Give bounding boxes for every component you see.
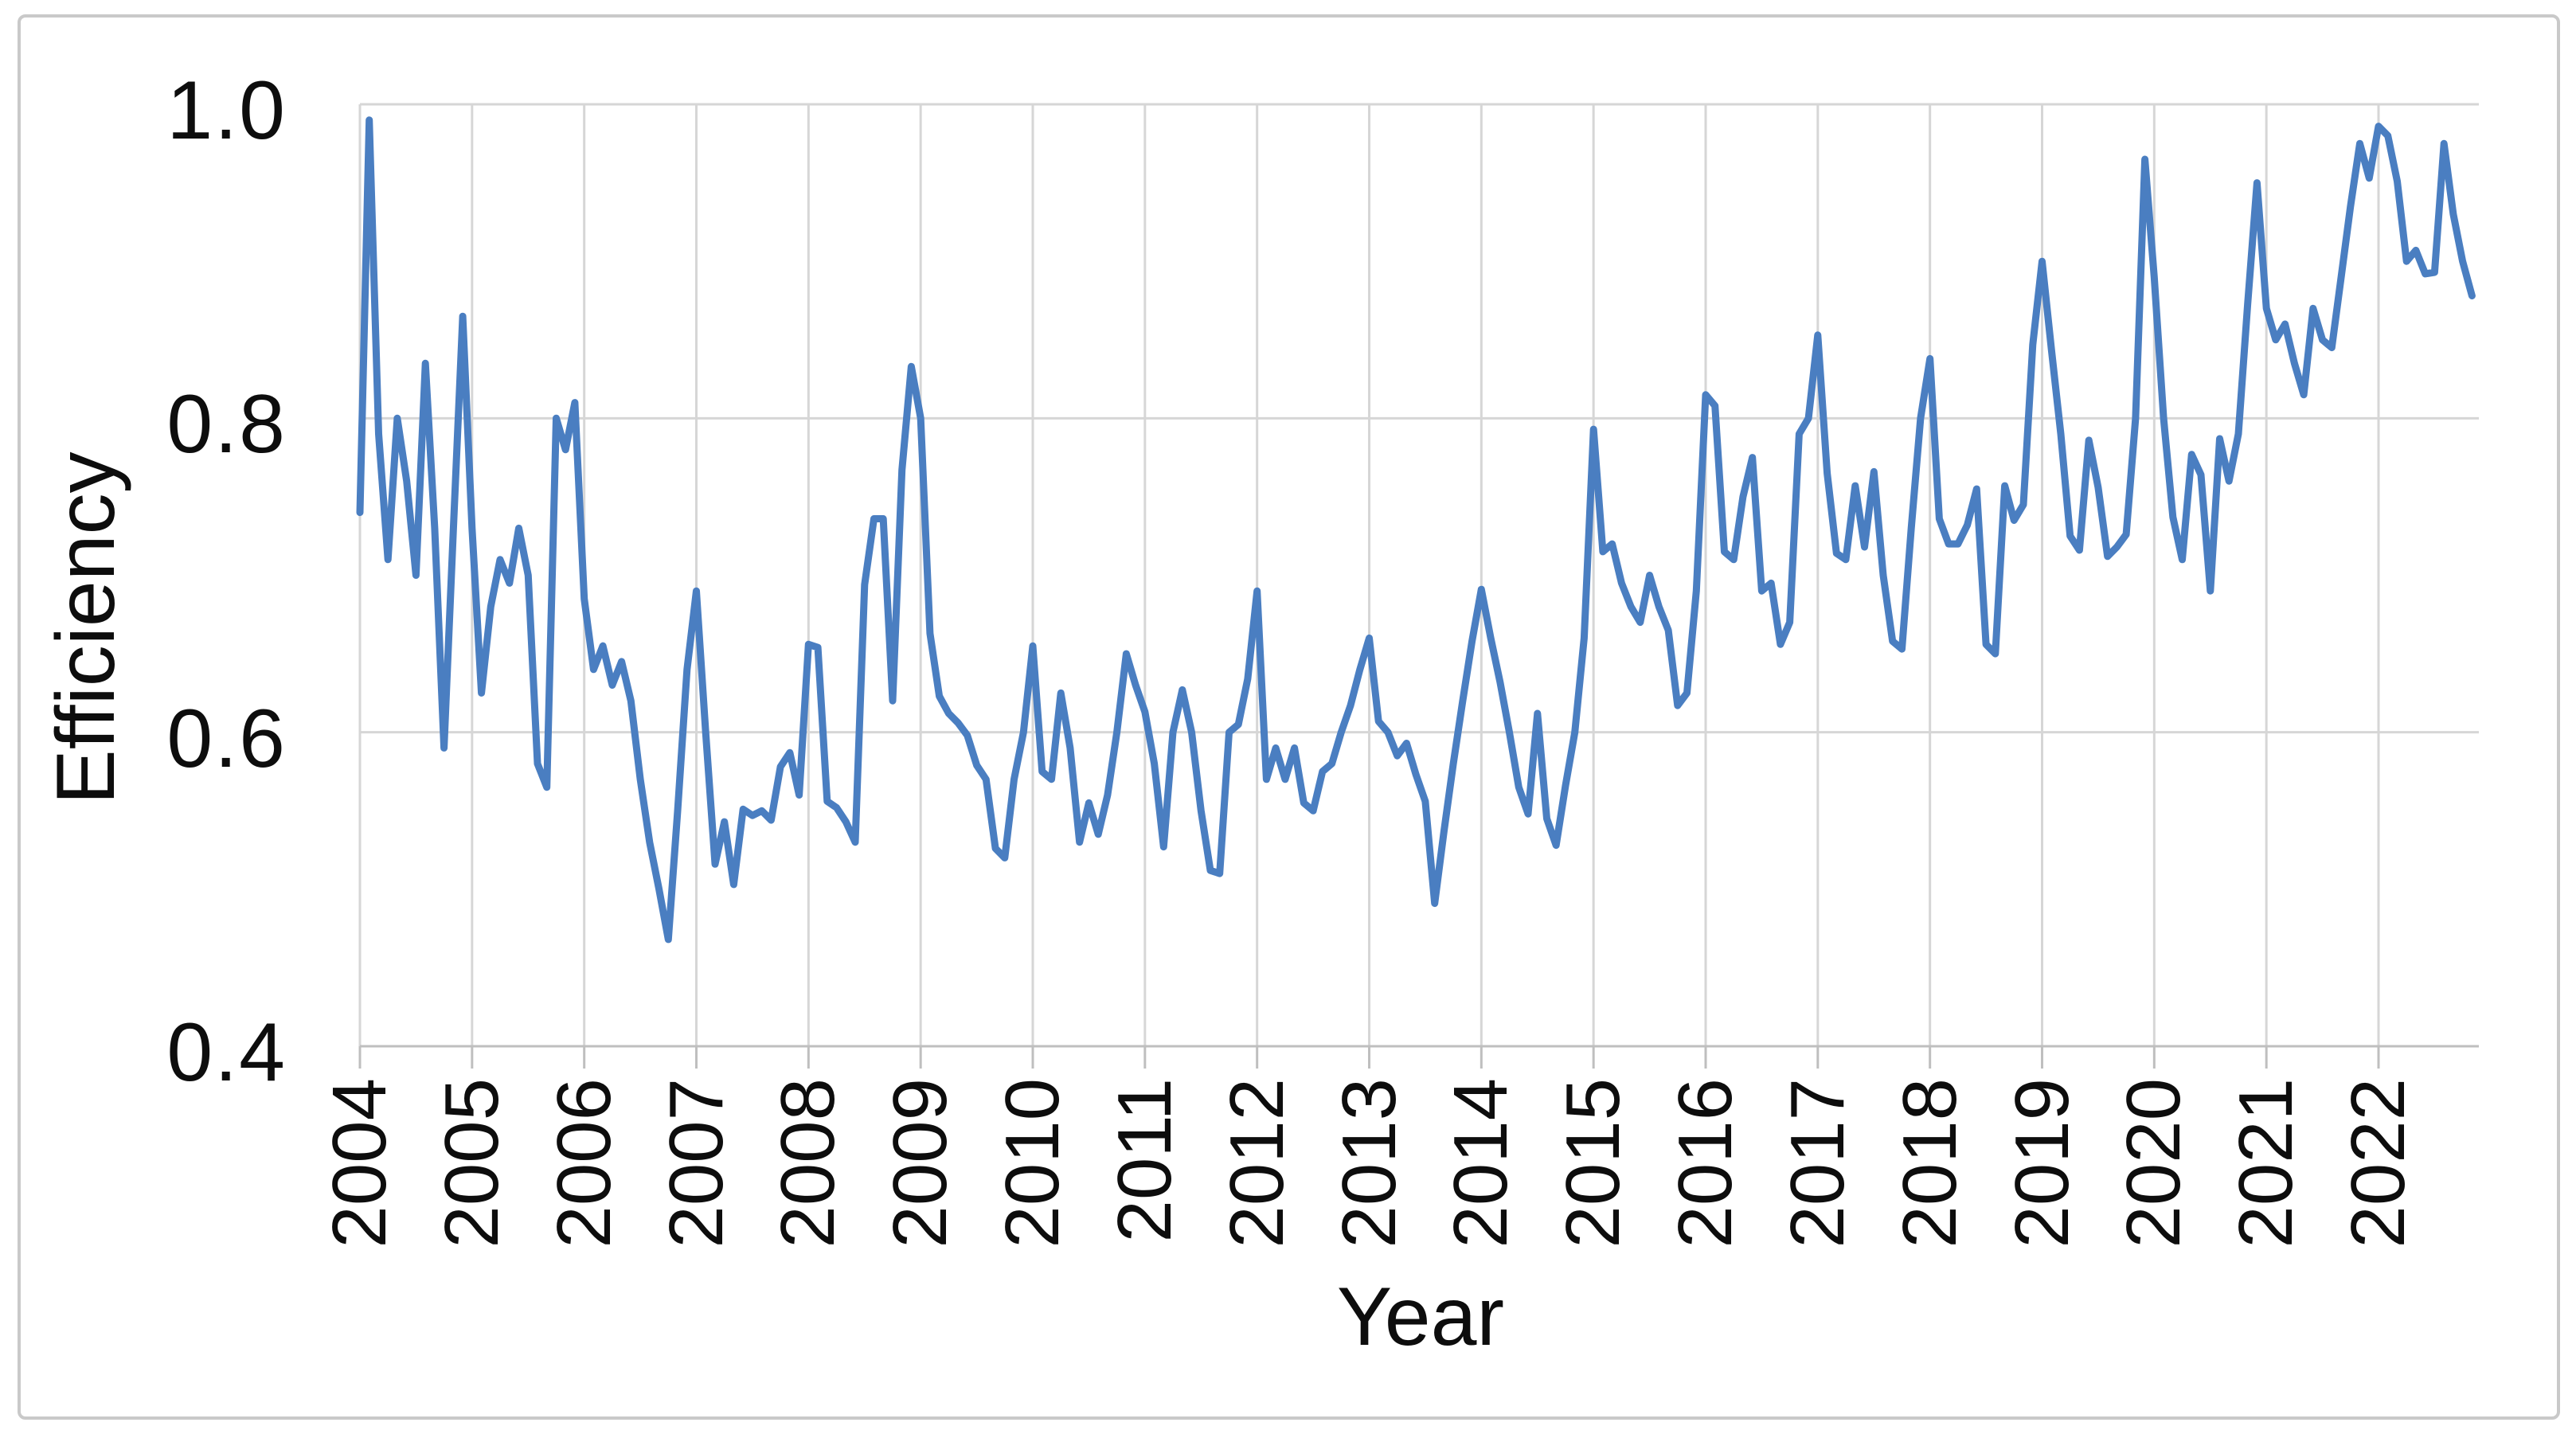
x-tick-label: 2005	[434, 1078, 510, 1263]
x-tick-label: 2007	[659, 1078, 735, 1263]
x-tick-label: 2014	[1443, 1078, 1519, 1263]
x-tick-label: 2013	[1331, 1078, 1408, 1263]
x-tick-label: 2021	[2228, 1078, 2304, 1263]
x-tick-label: 2016	[1667, 1078, 1744, 1263]
x-tick-label: 2008	[770, 1078, 846, 1263]
x-tick-label: 2018	[1892, 1078, 1968, 1263]
x-tick-label: 2004	[322, 1078, 398, 1263]
x-tick-label: 2015	[1555, 1078, 1632, 1263]
x-tick-label: 2017	[1780, 1078, 1856, 1263]
x-axis-title: Year	[1261, 1272, 1580, 1362]
x-tick-label: 2010	[995, 1078, 1071, 1263]
y-tick-label: 0.4	[80, 1009, 287, 1096]
x-tick-label: 2012	[1219, 1078, 1296, 1263]
x-tick-label: 2022	[2340, 1078, 2417, 1263]
x-tick-label: 2019	[2004, 1078, 2081, 1263]
x-tick-label: 2009	[882, 1078, 959, 1263]
x-tick-label: 2011	[1107, 1078, 1183, 1263]
x-tick-label: 2006	[546, 1078, 623, 1263]
y-tick-label: 1.0	[80, 67, 287, 154]
x-tick-label: 2020	[2116, 1078, 2192, 1263]
y-axis-title: Efficiency	[41, 369, 131, 887]
efficiency-line-chart-figure: 1.00.80.60.4 200420052006200720082009201…	[0, 0, 2576, 1434]
